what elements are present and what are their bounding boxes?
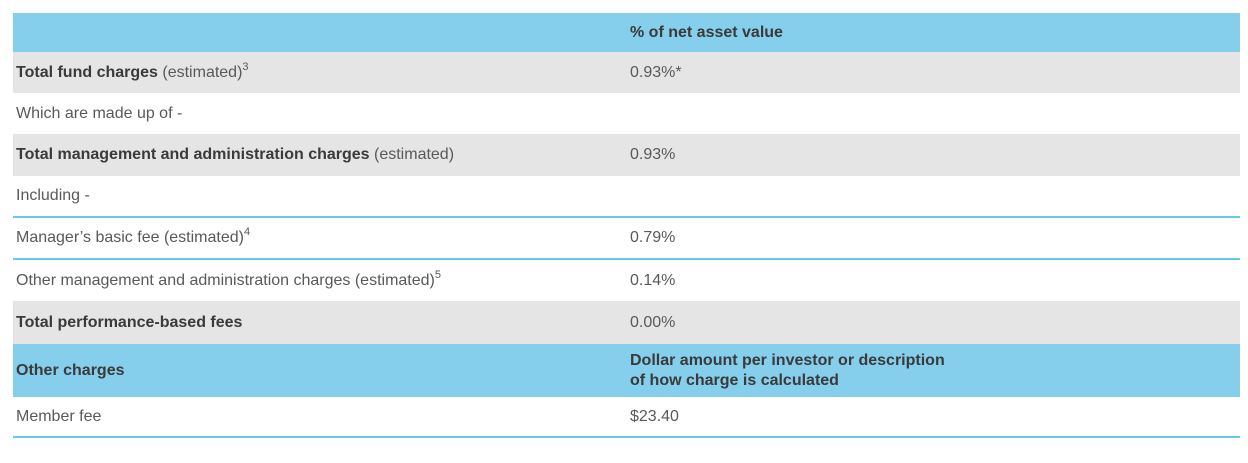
row-label-cell: Total performance-based fees — [13, 313, 630, 333]
row-value-cell: 0.93% — [630, 146, 676, 163]
row-label-normal: Which are made up of - — [16, 104, 183, 122]
row-label-cell: Other management and administration char… — [13, 268, 630, 291]
row-label-normal: Other management and administration char… — [16, 271, 435, 289]
footnote-marker: 5 — [434, 268, 441, 281]
table-row-managers-basic-fee: Manager’s basic fee (estimated)4 0.79% — [13, 216, 1240, 258]
header-dollar-amount: Dollar amount per investor or descriptio… — [630, 351, 1240, 391]
row-label-cell: Total fund charges (estimated)3 — [13, 60, 630, 83]
row-label-bold: Total fund charges — [16, 63, 158, 81]
header-other-charges: Other charges — [16, 361, 125, 379]
row-label-cell: Member fee — [13, 407, 630, 427]
table-row-total-management-charges: Total management and administration char… — [13, 134, 1240, 176]
row-value-cell: 0.00% — [630, 313, 676, 331]
table-header-row-nav: % of net asset value — [13, 13, 1240, 52]
row-label-normal: Including - — [16, 187, 90, 204]
footnote-marker: 4 — [243, 226, 251, 238]
row-label-normal: Manager’s basic fee (estimated) — [16, 229, 244, 246]
row-label-bold: Total management and administration char… — [16, 146, 370, 163]
row-label-cell: Which are made up of - — [13, 104, 630, 124]
row-value-cell: 0.14% — [630, 271, 676, 289]
row-value-cell: $23.40 — [630, 407, 679, 425]
table-row-member-fee: Member fee $23.40 — [13, 397, 1240, 438]
row-value-cell: 0.93%* — [630, 63, 682, 81]
table-header-row-other-charges: Other charges Dollar amount per investor… — [13, 344, 1240, 397]
header-dollar-amount-line2: of how charge is calculated — [630, 371, 839, 389]
row-value-cell: 0.79% — [630, 229, 676, 246]
table-row-total-performance-fees: Total performance-based fees 0.00% — [13, 301, 1240, 344]
table-row-including: Including - — [13, 176, 1240, 216]
header-dollar-amount-line1: Dollar amount per investor or descriptio… — [630, 351, 945, 369]
table-row-other-management-charges: Other management and administration char… — [13, 258, 1240, 301]
fund-charges-table: % of net asset value Total fund charges … — [13, 13, 1240, 438]
row-label-cell: Total management and administration char… — [13, 145, 630, 165]
row-label-normal: Member fee — [16, 407, 102, 425]
row-label-cell: Manager’s basic fee (estimated)4 — [13, 226, 630, 248]
row-label-normal: (estimated) — [369, 146, 455, 163]
table-row-which-are-made-up-of: Which are made up of - — [13, 93, 1240, 134]
row-label-normal: (estimated) — [157, 63, 243, 81]
row-label-bold: Total performance-based fees — [16, 313, 243, 331]
footnote-marker: 3 — [242, 60, 249, 73]
table-row-total-fund-charges: Total fund charges (estimated)3 0.93%* — [13, 52, 1240, 93]
header-net-asset-value: % of net asset value — [630, 23, 783, 41]
row-label-cell: Including - — [13, 186, 630, 206]
